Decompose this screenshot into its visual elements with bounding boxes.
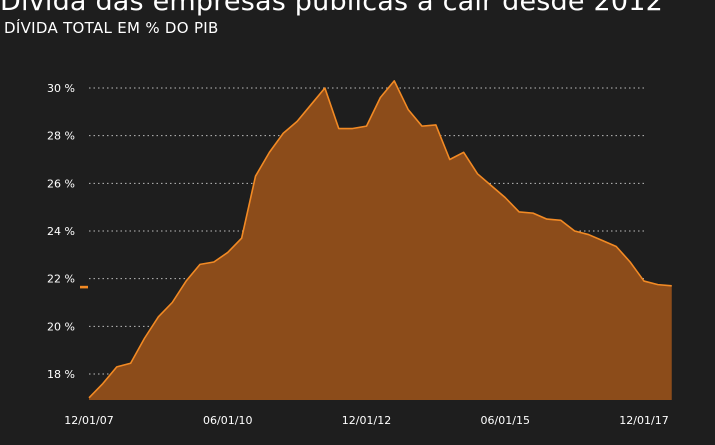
x-tick-label-1: 06/01/10 xyxy=(203,414,252,427)
x-axis-ticks: 12/01/07 06/01/10 12/01/12 06/01/15 12/01/17 xyxy=(64,414,668,427)
area-fill xyxy=(89,80,672,400)
y-tick-label-20: 20 % xyxy=(47,320,75,333)
chart-subtitle: DÍVIDA TOTAL EM % DO PIB xyxy=(4,19,219,37)
x-tick-label-3: 06/01/15 xyxy=(481,414,530,427)
marker-layer xyxy=(80,285,88,289)
y-tick-label-28: 28 % xyxy=(47,130,75,143)
x-tick-label-2: 12/01/12 xyxy=(342,414,391,427)
series-line xyxy=(88,80,672,399)
y-tick-label-24: 24 % xyxy=(47,225,75,238)
y-tick-label-26: 26 % xyxy=(47,177,75,190)
y-tick-label-30: 30 % xyxy=(47,82,75,95)
value-marker xyxy=(80,285,88,289)
x-tick-label-0: 12/01/07 xyxy=(64,414,113,427)
y-tick-label-18: 18 % xyxy=(47,368,75,381)
x-tick-label-4: 12/01/17 xyxy=(619,414,668,427)
chart-title: Dívida das empresas públicas a cair desd… xyxy=(0,0,664,17)
y-tick-label-22: 22 % xyxy=(47,273,75,286)
area-series xyxy=(88,80,672,400)
y-axis-ticks: 18 % 20 % 22 % 24 % 26 % 28 % 30 % xyxy=(47,82,75,381)
